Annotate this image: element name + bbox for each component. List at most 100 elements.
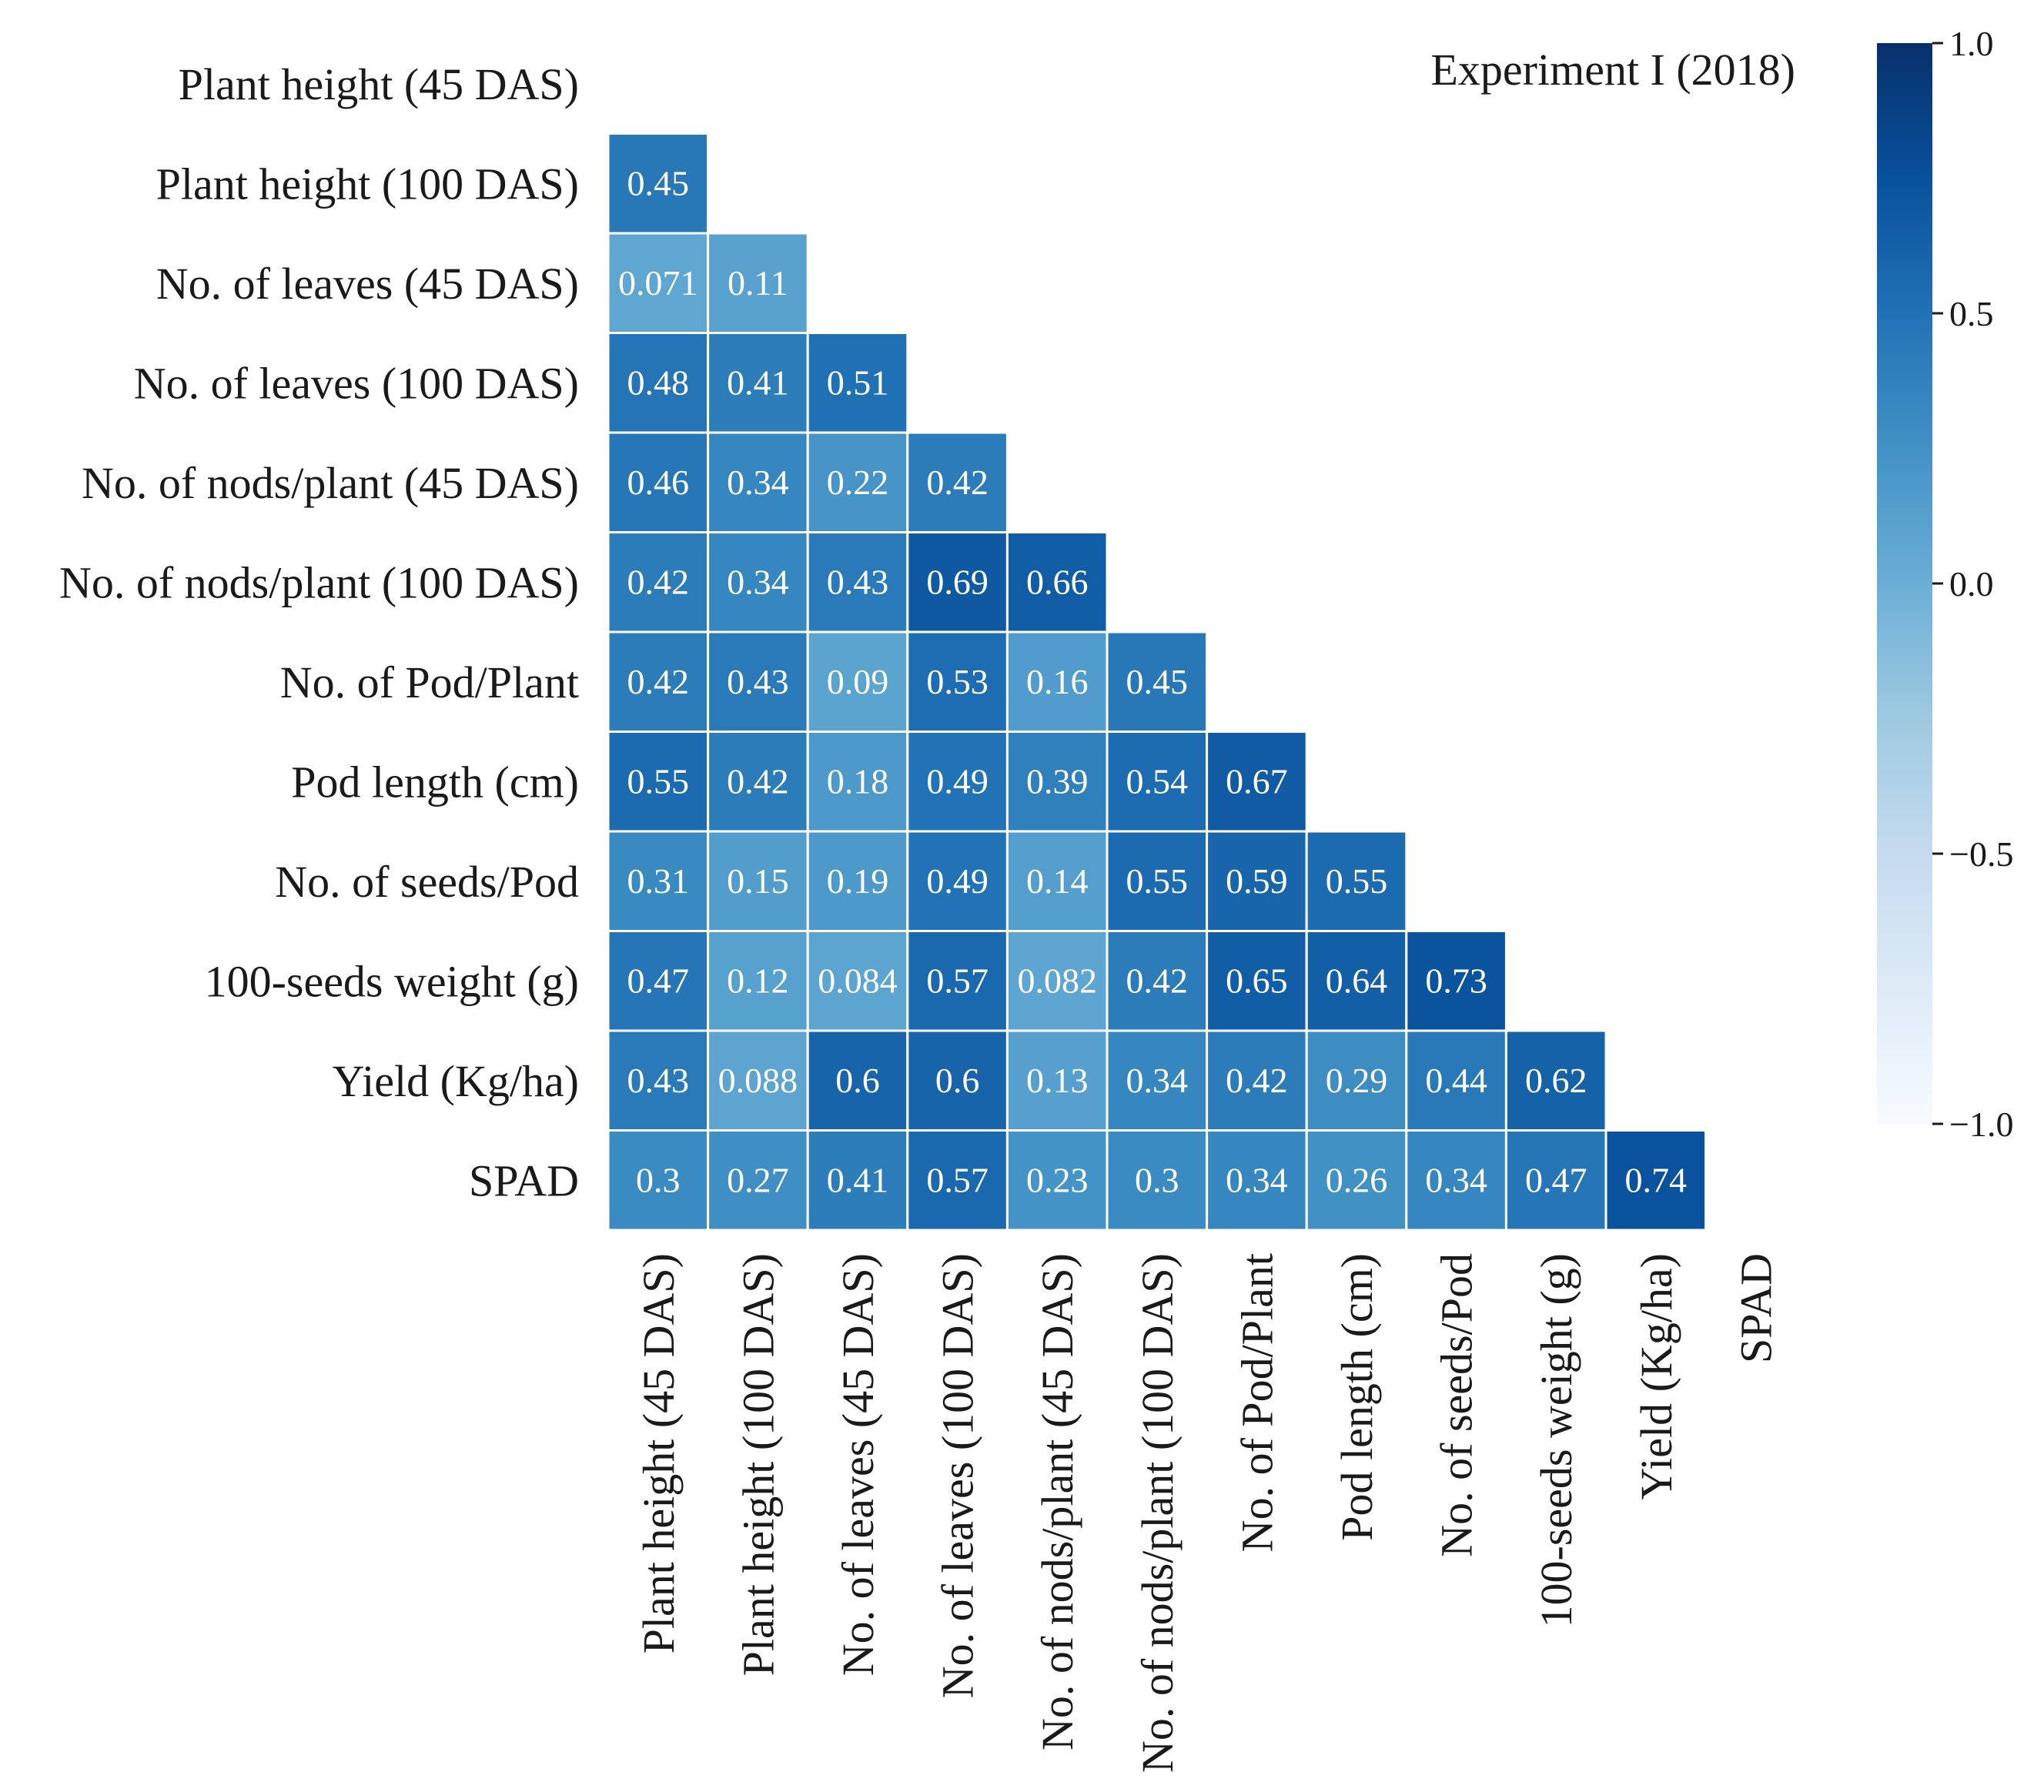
- heatmap-cell: 0.43: [607, 1029, 710, 1132]
- cell-value: 0.48: [627, 363, 690, 402]
- row-label: SPAD: [469, 1155, 579, 1205]
- heatmap-cell-rect: [906, 431, 1009, 533]
- heatmap-cell-rect: [1206, 731, 1308, 833]
- heatmap-cell: 0.3: [1106, 1129, 1209, 1232]
- cell-value: 0.57: [926, 1160, 989, 1199]
- heatmap-cell: 0.18: [806, 731, 909, 833]
- heatmap-cell: 0.09: [806, 630, 909, 733]
- cell-value: 0.51: [827, 363, 889, 402]
- cell-value: 0.57: [926, 961, 989, 1000]
- heatmap-cell-rect: [707, 630, 809, 733]
- heatmap-cell-rect: [1604, 1129, 1708, 1232]
- row-label: No. of leaves (100 DAS): [134, 358, 579, 408]
- heatmap-cell-rect: [707, 531, 809, 634]
- colorbar-tick-label: −1.0: [1949, 1105, 2013, 1144]
- heatmap-cell-rect: [607, 1129, 710, 1232]
- row-label: Plant height (100 DAS): [156, 159, 579, 209]
- heatmap-cell: 0.26: [1305, 1129, 1408, 1232]
- heatmap-cell-rect: [1005, 1129, 1109, 1232]
- row-label: No. of Pod/Plant: [280, 657, 579, 707]
- row-labels: Plant height (45 DAS) Plant height (100 D…: [59, 59, 579, 1206]
- heatmap-cell-rect: [607, 132, 710, 235]
- heatmap-cell: 0.41: [707, 332, 809, 434]
- column-label: No. of leaves (100 DAS): [933, 1253, 983, 1698]
- colorbar-tick-label: −0.5: [1949, 834, 2013, 874]
- heatmap-cell-rect: [607, 930, 710, 1032]
- heatmap-cell-rect: [906, 930, 1009, 1032]
- cell-value: 0.43: [627, 1061, 690, 1100]
- colorbar: 1.0 0.5 0.0 −0.5 −1.0: [1877, 24, 2013, 1144]
- cell-value: 0.74: [1625, 1160, 1688, 1199]
- heatmap-cell-rect: [1305, 830, 1408, 932]
- heatmap-cell-rect: [1206, 1129, 1308, 1232]
- cell-value: 0.18: [827, 761, 889, 801]
- chart-title: Experiment I (2018): [1430, 45, 1795, 95]
- cell-value: 0.6: [835, 1061, 880, 1100]
- heatmap-cell: 0.071: [607, 232, 710, 334]
- heatmap-cell: 0.57: [906, 1129, 1009, 1232]
- heatmap-cells: 0.45 0.071 0.11 0.48 0.41 0.51 0.46 0.34 0.22 0.4…: [607, 132, 1708, 1232]
- heatmap-cell-rect: [1106, 630, 1209, 733]
- cell-value: 0.73: [1425, 961, 1487, 1000]
- cell-value: 0.47: [1525, 1160, 1587, 1199]
- cell-value: 0.55: [627, 761, 690, 801]
- column-label: No. of nods/plant (100 DAS): [1132, 1253, 1183, 1773]
- heatmap-cell-rect: [1405, 930, 1507, 1032]
- heatmap-cell: 0.53: [906, 630, 1009, 733]
- cell-value: 0.55: [1126, 861, 1189, 901]
- heatmap-cell: 0.45: [607, 132, 710, 235]
- heatmap-cell-rect: [707, 1129, 809, 1232]
- cell-value: 0.47: [627, 961, 690, 1000]
- heatmap-cell: 0.73: [1405, 930, 1507, 1032]
- cell-value: 0.53: [926, 662, 989, 701]
- heatmap-cell: 0.11: [707, 232, 809, 334]
- cell-value: 0.45: [627, 163, 690, 202]
- column-label: Plant height (45 DAS): [634, 1253, 684, 1653]
- cell-value: 0.67: [1226, 761, 1288, 801]
- cell-value: 0.12: [727, 961, 789, 1000]
- row-label: 100-seeds weight (g): [205, 956, 579, 1006]
- cell-value: 0.15: [727, 861, 789, 901]
- column-label: No. of Pod/Plant: [1232, 1253, 1282, 1552]
- heatmap-cell: 0.39: [1005, 731, 1109, 833]
- cell-value: 0.69: [926, 562, 989, 601]
- heatmap-cell-rect: [707, 431, 809, 533]
- heatmap-cell-rect: [1106, 1029, 1209, 1132]
- heatmap-cell: 0.22: [806, 431, 909, 533]
- cell-value: 0.3: [636, 1160, 681, 1199]
- heatmap-cell: 0.34: [707, 431, 809, 533]
- heatmap-cell: 0.6: [806, 1029, 909, 1132]
- cell-value: 0.46: [627, 463, 690, 502]
- cell-value: 0.16: [1026, 662, 1089, 701]
- cell-value: 0.41: [827, 1160, 889, 1199]
- cell-value: 0.26: [1326, 1160, 1388, 1199]
- row-label: No. of leaves (45 DAS): [156, 259, 579, 309]
- heatmap-cell: 0.43: [806, 531, 909, 634]
- cell-value: 0.082: [1017, 961, 1097, 1000]
- cell-value: 0.42: [1226, 1061, 1288, 1100]
- heatmap-cell-rect: [1005, 1029, 1109, 1132]
- colorbar-tick-label: 0.0: [1949, 564, 1994, 603]
- cell-value: 0.27: [727, 1160, 789, 1199]
- heatmap-cell-rect: [806, 1029, 909, 1132]
- cell-value: 0.22: [827, 463, 889, 502]
- cell-value: 0.34: [1226, 1160, 1288, 1199]
- heatmap-cell-rect: [1106, 1129, 1209, 1232]
- cell-value: 0.42: [727, 761, 789, 801]
- column-label: 100-seeds weight (g): [1531, 1253, 1581, 1627]
- cell-value: 0.11: [728, 263, 788, 303]
- colorbar-tick-label: 1.0: [1949, 24, 1994, 63]
- column-label: Plant height (100 DAS): [733, 1253, 783, 1676]
- heatmap-cell: 0.16: [1005, 630, 1109, 733]
- heatmap-cell-rect: [906, 1129, 1009, 1232]
- cell-value: 0.49: [926, 861, 989, 901]
- heatmap-cell: 0.41: [806, 1129, 909, 1232]
- row-label: No. of nods/plant (45 DAS): [82, 458, 579, 508]
- heatmap-cell-rect: [607, 630, 710, 733]
- cell-value: 0.39: [1026, 761, 1089, 801]
- heatmap-cell-rect: [1504, 1029, 1607, 1132]
- heatmap-cell: 0.43: [707, 630, 809, 733]
- heatmap-cell-rect: [1106, 930, 1209, 1032]
- column-label: Yield (Kg/ha): [1631, 1253, 1681, 1500]
- heatmap-cell: 0.51: [806, 332, 909, 434]
